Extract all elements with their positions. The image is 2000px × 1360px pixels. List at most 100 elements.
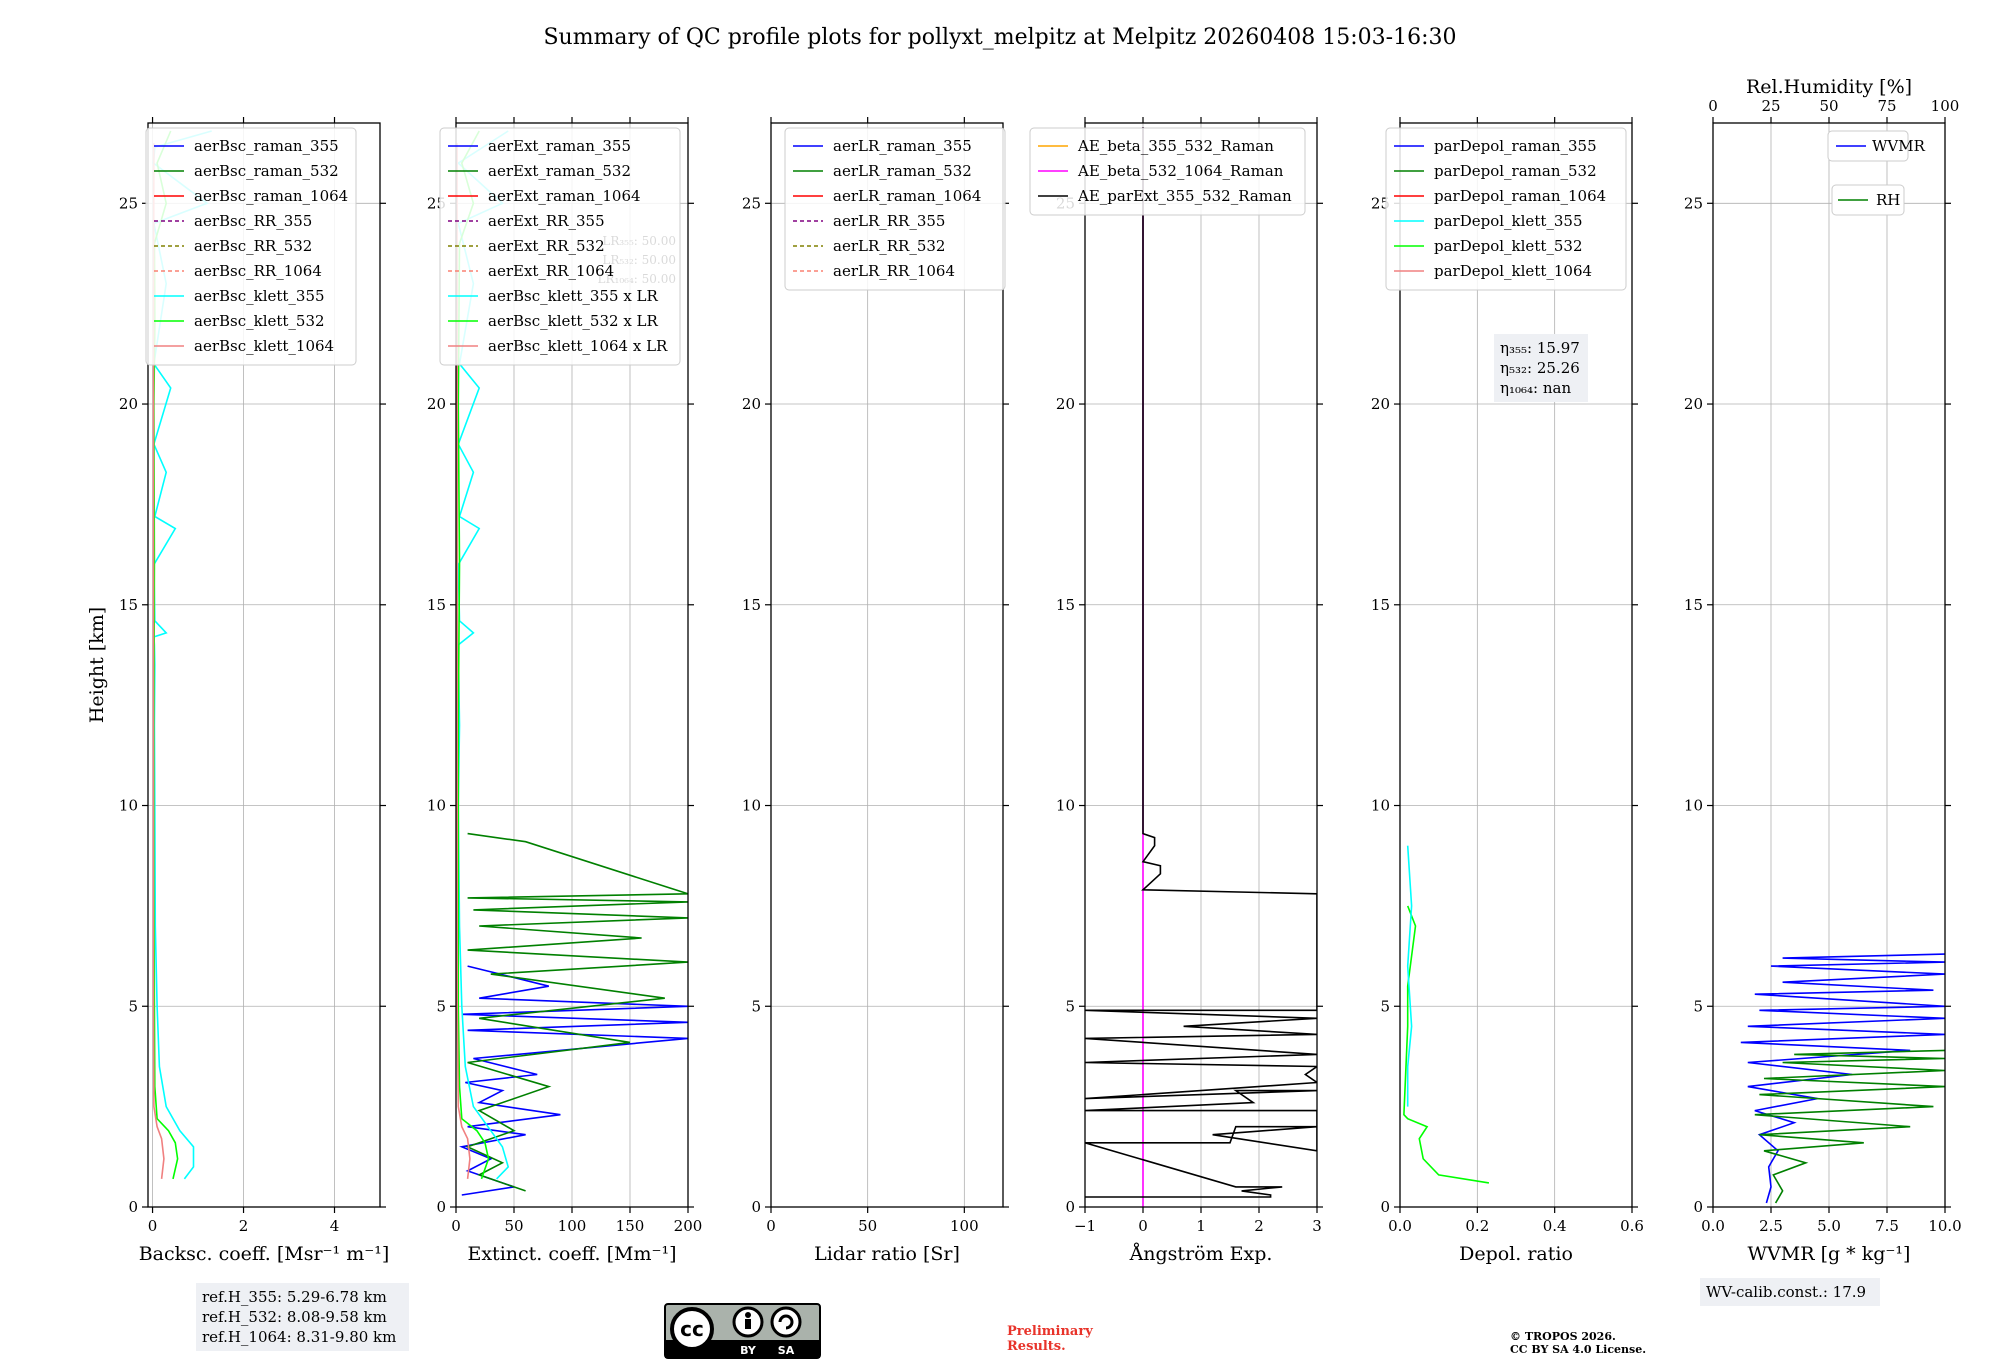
y-tick-label-4: 20: [742, 395, 761, 413]
legend-box: [145, 127, 357, 366]
legend-label-4: aerBsc_RR_532: [194, 237, 312, 255]
info-line-1: ref.H_532: 8.08-9.58 km: [202, 1308, 387, 1326]
x-tick-label-2: 5.0: [1817, 1217, 1841, 1235]
y-tick-label-4: 20: [1684, 395, 1703, 413]
x-tick-label-1: 2.5: [1759, 1217, 1783, 1235]
info-box: [1700, 1278, 1880, 1306]
legend-label-4: parDepol_klett_532: [1434, 237, 1583, 255]
legend-label-1: AE_beta_532_1064_Raman: [1077, 162, 1284, 180]
legend-box: [784, 127, 1006, 291]
y-tick-label-1: 5: [1380, 997, 1390, 1015]
x-tick-label-2: 100: [950, 1217, 979, 1235]
legend-label-1: aerBsc_raman_532: [194, 162, 339, 180]
legend-label-0: aerLR_raman_355: [833, 137, 972, 155]
x-tick-label-2: 0.4: [1543, 1217, 1567, 1235]
legend-box: [1029, 127, 1306, 216]
y-tick-label-3: 15: [1056, 596, 1075, 614]
x-tick-label-0: −1: [1074, 1217, 1096, 1235]
x-tick-label-0: 0.0: [1388, 1217, 1412, 1235]
legend-label-4: aerLR_RR_532: [833, 237, 945, 255]
x-axis-label: Lidar ratio [Sr]: [814, 1243, 960, 1265]
info-box: [1494, 334, 1588, 402]
y-tick-label-3: 15: [119, 596, 138, 614]
y-tick-label-2: 10: [1056, 797, 1075, 815]
y-tick-label-2: 10: [1371, 797, 1390, 815]
cc-mark: cc: [680, 1317, 704, 1341]
panel-5: 0.0 0.2 0.4 0.6 0 5 10 15 20 25 Depol. ratio parDep…: [1371, 117, 1644, 1265]
y-tick-label-0: 0: [1380, 1198, 1390, 1216]
top-x-tick-label-4: 100: [1931, 97, 1960, 115]
y-tick-label-0: 0: [1693, 1198, 1703, 1216]
y-tick-label-3: 15: [742, 596, 761, 614]
preliminary-line-1: Preliminary: [1007, 1324, 1093, 1339]
top-x-tick-label-0: 0: [1708, 97, 1718, 115]
cc-circle-icon: [670, 1307, 714, 1351]
legend-label-0: aerExt_raman_355: [488, 137, 631, 155]
x-tick-label-2: 1: [1196, 1217, 1206, 1235]
panel-4: −101230510152025Ångström Exp.AE_beta_355…: [1029, 117, 1323, 1265]
legend-label-0: aerBsc_raman_355: [194, 137, 339, 155]
x-tick-label-4: 10.0: [1928, 1217, 1961, 1235]
x-tick-label-0: 0.0: [1701, 1217, 1725, 1235]
legend-label-wvmr: WVMR: [1872, 137, 1926, 155]
series-parDepol_klett_532: [1403, 905, 1490, 1184]
y-tick-label-0: 0: [128, 1198, 138, 1216]
series-aerExt_raman_532: [465, 832, 688, 1192]
legend-label-0: AE_beta_355_532_Raman: [1077, 137, 1274, 155]
x-tick-label-2: 4: [330, 1217, 340, 1235]
x-tick-label-4: 3: [1312, 1217, 1322, 1235]
legend-label-rh: RH: [1876, 191, 1900, 209]
legend-label-2: parDepol_raman_1064: [1434, 187, 1606, 205]
legend-label-8: aerBsc_klett_1064 x LR: [488, 337, 668, 355]
y-tick-label-2: 10: [742, 797, 761, 815]
badge-by-label: BY: [740, 1344, 757, 1357]
y-tick-label-1: 5: [128, 997, 138, 1015]
top-x-tick-label-2: 50: [1819, 97, 1838, 115]
y-tick-label-1: 5: [751, 997, 761, 1015]
legend-label-3: aerExt_RR_355: [488, 212, 605, 230]
x-axis-label: Backsc. coeff. [Msr⁻¹ m⁻¹]: [139, 1243, 390, 1265]
x-tick-label-1: 2: [239, 1217, 249, 1235]
top-x-tick-label-1: 25: [1761, 97, 1780, 115]
by-person-body: [745, 1319, 751, 1329]
x-tick-label-0: 0: [148, 1217, 158, 1235]
y-tick-label-1: 5: [436, 997, 446, 1015]
y-tick-label-0: 0: [436, 1198, 446, 1216]
legend-label-8: aerBsc_klett_1064: [194, 337, 334, 355]
panel-6: 0.0 2.5 5.0 7.5 10.0 0 5 10 15 20 25 WVMR [g * kg⁻¹…: [1684, 76, 1962, 1306]
y-tick-label-1: 5: [1065, 997, 1075, 1015]
sa-arrow-icon: [770, 1306, 802, 1338]
info-line-2: ref.H_1064: 8.31-9.80 km: [202, 1328, 396, 1346]
copyright-line-1: © TROPOS 2026.: [1510, 1330, 1616, 1343]
x-tick-label-4: 200: [674, 1217, 703, 1235]
preliminary-line-2: Results.: [1007, 1339, 1066, 1354]
badge-sa-label: SA: [778, 1344, 795, 1357]
legend-label-3: aerLR_RR_355: [833, 212, 945, 230]
series-aerExt_raman_355: [459, 965, 688, 1196]
x-tick-label-1: 0: [1138, 1217, 1148, 1235]
info-line-0: ref.H_355: 5.29-6.78 km: [202, 1288, 387, 1306]
y-tick-label-4: 20: [119, 395, 138, 413]
x-axis-label: Depol. ratio: [1459, 1243, 1573, 1265]
sa-arrow-path: [778, 1314, 794, 1330]
legend-label-2: aerExt_raman_1064: [488, 187, 641, 205]
legend-label-3: parDepol_klett_355: [1434, 212, 1583, 230]
legend-label-5: aerLR_RR_1064: [833, 262, 955, 280]
legend-label-6: aerBsc_klett_355 x LR: [488, 287, 659, 305]
axes-frame: [770, 122, 1004, 1208]
y-tick-label-2: 10: [1684, 797, 1703, 815]
series-aerBsc_klett_1064: [152, 143, 165, 1179]
y-tick-label-3: 15: [1684, 596, 1703, 614]
y-tick-label-2: 10: [119, 797, 138, 815]
axes-frame: [147, 122, 381, 1208]
x-tick-label-3: 150: [616, 1217, 645, 1235]
legend-label-1: aerExt_raman_532: [488, 162, 631, 180]
legend-label-7: aerBsc_klett_532 x LR: [488, 312, 659, 330]
x-tick-label-0: 0: [766, 1217, 776, 1235]
info-line-0: WV-calib.const.: 17.9: [1706, 1283, 1866, 1301]
legend-label-2: aerLR_raman_1064: [833, 187, 981, 205]
x-tick-label-3: 2: [1254, 1217, 1264, 1235]
legend-label-0: parDepol_raman_355: [1434, 137, 1597, 155]
